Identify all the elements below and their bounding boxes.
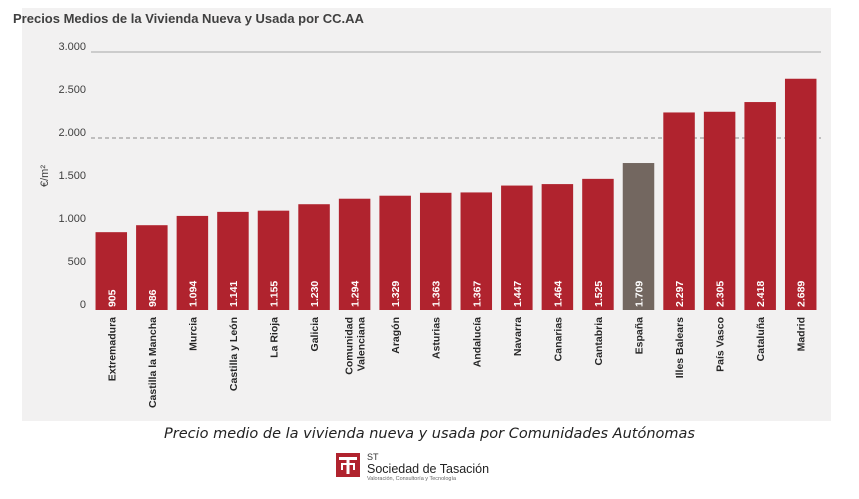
x-tick-label: Castilla y León	[228, 317, 240, 391]
bar-value-label: 1.094	[187, 281, 199, 307]
bar-value-label: 2.689	[796, 281, 808, 307]
bar-value-label: 1.525	[593, 281, 605, 307]
x-tick-label: Galicia	[309, 317, 321, 352]
bar	[622, 163, 655, 310]
chart-title: Precios Medios de la Vivienda Nueva y Us…	[13, 11, 364, 26]
x-tick-label: Andalucía	[471, 317, 483, 367]
x-tick-label: Asturias	[431, 317, 443, 359]
bar	[744, 102, 776, 310]
bar	[460, 192, 493, 310]
st-logo-icon	[336, 453, 360, 477]
bar	[338, 198, 371, 310]
x-tick-label: País Vasco	[715, 317, 727, 372]
y-axis-label: €/m²	[39, 165, 51, 187]
y-tick-label: 2.500	[58, 84, 86, 96]
bar	[541, 184, 574, 310]
y-tick-label: 2.000	[58, 127, 86, 139]
bar-value-label: 1.363	[431, 281, 443, 307]
bar	[217, 211, 249, 310]
bar-value-label: 1.447	[512, 281, 524, 307]
figure-caption: Precio medio de la vivienda nueva y usad…	[164, 426, 695, 442]
y-tick-label: 1.500	[58, 170, 86, 182]
bar-value-label: 1.155	[269, 281, 281, 307]
bar-value-label: 1.141	[228, 281, 240, 307]
bar-value-label: 1.294	[350, 281, 362, 307]
bar	[136, 225, 168, 310]
y-tick-labels: 0 500 1.000 1.500 2.000 2.500 3.000	[58, 41, 86, 311]
bars: 905 986 1.094 1.141 1.155 1.230 1.294 1.329 1.36…	[95, 78, 817, 311]
bar	[582, 178, 614, 310]
x-tick-label: ComunidadValenciana	[344, 317, 368, 375]
x-tick-label: España	[634, 317, 646, 355]
bar-value-label: 905	[106, 289, 118, 307]
logo-abbreviation: ST	[367, 452, 379, 462]
x-tick-labels: Extremadura Castilla la Mancha Murcia Casti…	[106, 317, 807, 408]
bar	[663, 112, 695, 310]
y-tick-label: 1.000	[58, 213, 86, 225]
bar-value-label: 2.418	[755, 281, 767, 307]
x-tick-label: Illes Balears	[674, 317, 686, 378]
bar-value-label: 1.709	[634, 281, 646, 307]
bar	[257, 210, 290, 310]
x-tick-label: Cantabria	[593, 317, 605, 366]
x-tick-label: Extremadura	[106, 317, 118, 381]
bar-chart: 905 986 1.094 1.141 1.155 1.230 1.294 1.329 1.36…	[39, 41, 821, 408]
logo-company-name: Sociedad de Tasación	[367, 462, 490, 476]
bar	[298, 204, 330, 310]
y-tick-label: 0	[80, 299, 86, 311]
x-tick-label: Navarra	[512, 317, 524, 356]
x-tick-label: Canarias	[552, 317, 564, 362]
bar-value-label: 1.464	[552, 281, 564, 307]
gridlines	[91, 51, 821, 139]
logo-tagline: Valoración, Consultoría y Tecnología	[367, 476, 457, 482]
bar-value-label: 2.305	[715, 281, 727, 307]
bar-value-label: 986	[147, 289, 159, 307]
y-tick-label: 3.000	[58, 41, 86, 53]
bar	[95, 232, 128, 310]
bar-value-label: 1.230	[309, 281, 321, 307]
x-tick-label: Aragón	[390, 317, 402, 354]
bar	[379, 195, 411, 310]
x-tick-label: Cataluña	[755, 317, 767, 362]
bar	[176, 215, 209, 310]
y-tick-label: 500	[68, 256, 86, 268]
bar-value-label: 1.367	[471, 281, 483, 307]
bar-value-label: 1.329	[390, 281, 402, 307]
x-tick-label: Madrid	[796, 317, 808, 351]
bar-value-label: 2.297	[674, 281, 686, 307]
bar	[703, 111, 736, 311]
x-tick-label: Murcia	[187, 317, 199, 351]
x-tick-label: Castilla la Mancha	[147, 317, 159, 408]
bar	[501, 185, 533, 310]
bar	[419, 192, 452, 310]
x-tick-label: La Rioja	[269, 317, 281, 358]
bar	[784, 78, 817, 310]
